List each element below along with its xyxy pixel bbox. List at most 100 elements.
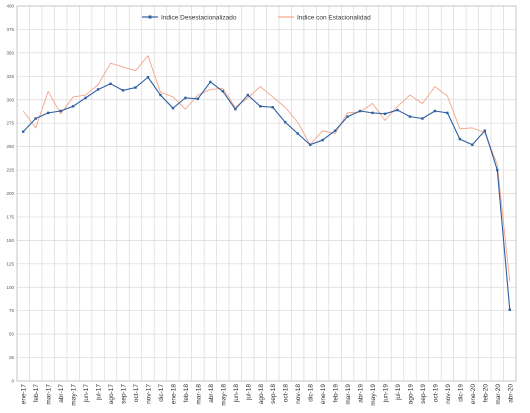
x-tick-label: mar-18 bbox=[195, 384, 202, 405]
data-point-desestacionalizado bbox=[358, 109, 362, 113]
data-point-desestacionalizado bbox=[171, 106, 175, 110]
y-tick-label: 375 bbox=[6, 27, 14, 32]
x-tick-label: nov-19 bbox=[445, 384, 452, 404]
x-tick-label: feb-19 bbox=[333, 384, 340, 403]
data-point-desestacionalizado bbox=[371, 111, 374, 115]
data-point-desestacionalizado bbox=[96, 88, 100, 91]
x-tick-label: nov-17 bbox=[145, 384, 152, 404]
x-tick-label: sep-19 bbox=[420, 384, 427, 404]
data-point-desestacionalizado bbox=[446, 111, 449, 115]
data-point-desestacionalizado bbox=[433, 109, 437, 113]
x-tick-label: jul-19 bbox=[395, 384, 402, 401]
data-point-desestacionalizado bbox=[333, 129, 337, 132]
data-point-desestacionalizado bbox=[22, 130, 25, 133]
legend-label-desestacionalizado: Indice Desestacionalizado bbox=[161, 15, 237, 22]
data-point-desestacionalizado bbox=[46, 111, 50, 115]
data-point-desestacionalizado bbox=[71, 105, 75, 108]
data-point-desestacionalizado bbox=[508, 308, 511, 311]
y-tick-label: 75 bbox=[9, 308, 15, 313]
x-tick-label: oct-19 bbox=[432, 384, 439, 402]
data-point-desestacionalizado bbox=[458, 137, 462, 141]
data-point-desestacionalizado bbox=[146, 76, 150, 79]
y-tick-label: 275 bbox=[6, 121, 14, 126]
data-point-desestacionalizado bbox=[271, 106, 274, 109]
data-point-desestacionalizado bbox=[159, 93, 162, 97]
x-tick-label: ago-17 bbox=[108, 384, 115, 405]
x-tick-label: ene-20 bbox=[470, 384, 477, 405]
x-tick-label: mar-17 bbox=[46, 384, 53, 405]
y-tick-label: 125 bbox=[6, 261, 14, 266]
y-tick-label: 225 bbox=[6, 168, 14, 173]
x-tick-label: sep-18 bbox=[270, 384, 277, 404]
x-tick-label: ene-19 bbox=[320, 384, 327, 405]
x-tick-label: abr-20 bbox=[507, 384, 514, 403]
legend-label-estacionalidad: Indice con Estacionalidad bbox=[297, 15, 371, 22]
data-point-desestacionalizado bbox=[234, 107, 237, 111]
data-point-desestacionalizado bbox=[296, 132, 299, 135]
data-point-desestacionalizado bbox=[59, 109, 62, 113]
plot-area-border bbox=[16, 5, 517, 382]
y-tick-label: 100 bbox=[6, 285, 14, 290]
x-tick-label: oct-17 bbox=[133, 384, 140, 402]
x-tick-label: jul-17 bbox=[96, 384, 103, 401]
y-tick-label: 25 bbox=[9, 355, 15, 360]
x-tick-label: oct-18 bbox=[283, 384, 290, 402]
x-tick-label: ago-19 bbox=[407, 384, 414, 405]
data-point-desestacionalizado bbox=[483, 129, 487, 132]
x-tick-label: dic-17 bbox=[158, 384, 165, 402]
series-line-estacionalidad bbox=[22, 55, 511, 282]
data-point-desestacionalizado bbox=[196, 97, 200, 101]
x-tick-label: ago-18 bbox=[258, 384, 265, 405]
data-point-desestacionalizado bbox=[209, 80, 212, 84]
x-tick-label: may-18 bbox=[220, 384, 227, 406]
y-tick-label: 0 bbox=[11, 379, 14, 384]
data-point-desestacionalizado bbox=[34, 117, 37, 120]
data-point-desestacionalizado bbox=[109, 82, 112, 86]
x-tick-label: mar-19 bbox=[345, 384, 352, 405]
data-point-desestacionalizado bbox=[184, 96, 187, 100]
data-point-desestacionalizado bbox=[84, 96, 87, 100]
y-tick-label: 300 bbox=[6, 97, 14, 102]
data-point-desestacionalizado bbox=[421, 117, 424, 120]
x-tick-label: feb-20 bbox=[482, 384, 489, 403]
data-point-desestacionalizado bbox=[134, 86, 137, 89]
x-tick-label: may-19 bbox=[370, 384, 377, 406]
x-tick-label: ene-17 bbox=[21, 384, 28, 405]
data-point-desestacionalizado bbox=[259, 105, 262, 108]
legend-marker-desestacionalizado bbox=[148, 15, 152, 19]
y-axis-tick-labels: 0 25 50 75 100 125 150 175 200 225 250 275 300 325 350… bbox=[6, 4, 14, 384]
y-tick-label: 200 bbox=[6, 191, 14, 196]
x-tick-label: nov-18 bbox=[295, 384, 302, 404]
data-point-desestacionalizado bbox=[284, 121, 287, 124]
y-tick-label: 175 bbox=[6, 214, 14, 219]
x-tick-label: feb-18 bbox=[183, 384, 190, 403]
x-tick-label: abr-17 bbox=[58, 384, 65, 403]
data-point-desestacionalizado bbox=[383, 112, 387, 116]
legend: Indice Desestacionalizado Indice con Est… bbox=[142, 15, 371, 22]
x-tick-label: jul-18 bbox=[245, 384, 252, 401]
data-point-desestacionalizado bbox=[321, 138, 324, 142]
x-tick-label: feb-17 bbox=[33, 384, 40, 403]
data-point-desestacionalizado bbox=[496, 168, 499, 172]
data-point-desestacionalizado bbox=[221, 90, 225, 93]
series-line-desestacionalizado bbox=[22, 76, 511, 310]
data-point-desestacionalizado bbox=[246, 93, 249, 97]
x-tick-label: abr-18 bbox=[208, 384, 215, 403]
data-point-desestacionalizado bbox=[308, 143, 312, 146]
gridlines bbox=[16, 5, 517, 382]
data-point-desestacionalizado bbox=[346, 115, 349, 118]
data-point-desestacionalizado bbox=[396, 108, 399, 112]
x-tick-label: dic-18 bbox=[308, 384, 315, 402]
x-tick-label: jun-19 bbox=[383, 384, 390, 403]
series-lines bbox=[22, 55, 511, 311]
data-point-desestacionalizado bbox=[408, 115, 412, 118]
x-tick-label: abr-19 bbox=[358, 384, 365, 403]
y-tick-label: 350 bbox=[6, 50, 14, 55]
y-tick-label: 325 bbox=[6, 74, 14, 79]
y-tick-label: 50 bbox=[9, 332, 15, 337]
y-tick-label: 150 bbox=[6, 238, 14, 243]
y-tick-label: 400 bbox=[6, 4, 14, 9]
